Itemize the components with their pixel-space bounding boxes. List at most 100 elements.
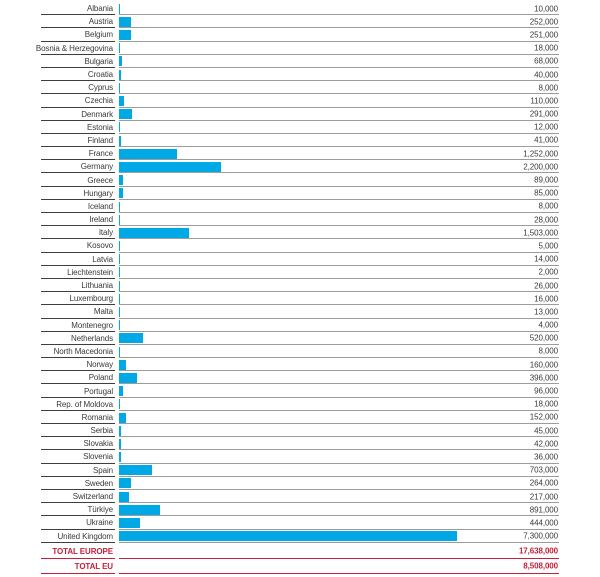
bar-cell: 1,503,000	[119, 226, 559, 240]
bar	[119, 175, 124, 186]
table-row: Norway 160,000	[0, 358, 600, 372]
country-label: Ukraine	[0, 516, 115, 530]
value-label: 2,200,000	[523, 162, 558, 172]
bar	[119, 43, 120, 54]
value-label: 152,000	[529, 412, 558, 422]
bar-cell: 8,000	[119, 345, 559, 359]
bar-cell: 41,000	[119, 134, 559, 148]
table-row: Poland 396,000	[0, 371, 600, 385]
bar-cell: 251,000	[119, 28, 559, 42]
bar-cell: 10,000	[119, 2, 559, 16]
bar-cell: 2,000	[119, 266, 559, 280]
value-label: 444,000	[529, 518, 558, 528]
country-label: Ireland	[0, 213, 115, 227]
table-row: Croatia 40,000	[0, 68, 600, 82]
country-label: Kosovo	[0, 239, 115, 253]
country-label: Liechtenstein	[0, 266, 115, 280]
bar-cell: 8,000	[119, 200, 559, 214]
value-label: 703,000	[529, 465, 558, 475]
table-row: North Macedonia 8,000	[0, 345, 600, 359]
total-europe-label: TOTAL EUROPE	[0, 544, 115, 559]
country-label: Luxembourg	[0, 292, 115, 306]
bar	[119, 478, 132, 489]
bar	[119, 16, 131, 27]
value-label: 1,503,000	[523, 228, 558, 238]
bar	[119, 293, 120, 304]
bar-cell: 5,000	[119, 239, 559, 253]
value-label: 8,000	[538, 201, 558, 211]
country-label: Croatia	[0, 68, 115, 82]
total-eu-label: TOTAL EU	[0, 559, 115, 574]
bar	[119, 280, 121, 291]
bar-cell: 160,000	[119, 358, 559, 372]
bar	[119, 372, 138, 383]
bar-cell: 2,200,000	[119, 160, 559, 174]
table-row: Ukraine 444,000	[0, 516, 600, 530]
value-label: 8,000	[538, 346, 558, 356]
bar	[119, 3, 120, 14]
bar-cell: 891,000	[119, 503, 559, 517]
table-row: Slovenia 36,000	[0, 450, 600, 464]
value-label: 13,000	[534, 307, 558, 317]
bar	[119, 438, 121, 449]
value-label: 520,000	[529, 333, 558, 343]
country-label: United Kingdom	[0, 530, 115, 543]
value-label: 264,000	[529, 478, 558, 488]
bar-cell: 444,000	[119, 516, 559, 530]
bar	[119, 254, 120, 265]
bar	[119, 399, 120, 410]
value-label: 251,000	[529, 30, 558, 40]
value-label: 89,000	[534, 175, 558, 185]
table-row: Lithuania 26,000	[0, 279, 600, 293]
bar-cell: 264,000	[119, 477, 559, 491]
bar-cell: 36,000	[119, 450, 559, 464]
bar-cell: 703,000	[119, 464, 559, 477]
table-row: Kosovo 5,000	[0, 239, 600, 253]
value-label: 18,000	[534, 43, 558, 53]
country-label: Serbia	[0, 424, 115, 438]
value-label: 10,000	[534, 4, 558, 14]
bar	[119, 452, 121, 463]
country-label: Switzerland	[0, 490, 115, 504]
value-label: 396,000	[529, 373, 558, 383]
country-label: Albania	[0, 2, 115, 16]
bar-cell: 152,000	[119, 411, 559, 425]
bar	[119, 82, 120, 93]
bar-cell: 12,000	[119, 121, 559, 135]
bar-cell: 7,300,000	[119, 530, 559, 543]
bar	[119, 307, 120, 317]
table-row: Spain 703,000	[0, 464, 600, 477]
country-label: Czechia	[0, 94, 115, 108]
table-row: Montenegro 4,000	[0, 319, 600, 332]
bar-cell: 252,000	[119, 15, 559, 29]
bar-cell: 4,000	[119, 319, 559, 332]
bar-cell: 110,000	[119, 94, 559, 108]
bar	[119, 386, 124, 397]
table-row: Bosnia & Herzegovina 18,000	[0, 42, 600, 55]
total-eu-value: 8,508,000	[523, 561, 558, 571]
bar-cell: 26,000	[119, 279, 559, 293]
value-label: 16,000	[534, 294, 558, 304]
table-row: Türkiye 891,000	[0, 503, 600, 517]
table-row: Austria 252,000	[0, 15, 600, 29]
bar	[119, 148, 177, 159]
table-row: Denmark 291,000	[0, 108, 600, 121]
value-label: 291,000	[529, 109, 558, 119]
bar-cell: 96,000	[119, 384, 559, 398]
table-row: Bulgaria 68,000	[0, 55, 600, 69]
country-label: Montenegro	[0, 319, 115, 332]
table-row: Portugal 96,000	[0, 384, 600, 398]
country-label: Poland	[0, 371, 115, 385]
bar-cell: 40,000	[119, 68, 559, 82]
country-label: Sweden	[0, 477, 115, 491]
bar	[119, 531, 458, 542]
value-label: 85,000	[534, 188, 558, 198]
bar	[119, 122, 120, 133]
bar	[119, 56, 123, 67]
table-row: Greece 89,000	[0, 173, 600, 187]
bar-cell: 1,252,000	[119, 147, 559, 161]
bar	[119, 359, 127, 370]
value-label: 891,000	[529, 505, 558, 515]
country-label: Türkiye	[0, 503, 115, 517]
bar	[119, 504, 161, 515]
